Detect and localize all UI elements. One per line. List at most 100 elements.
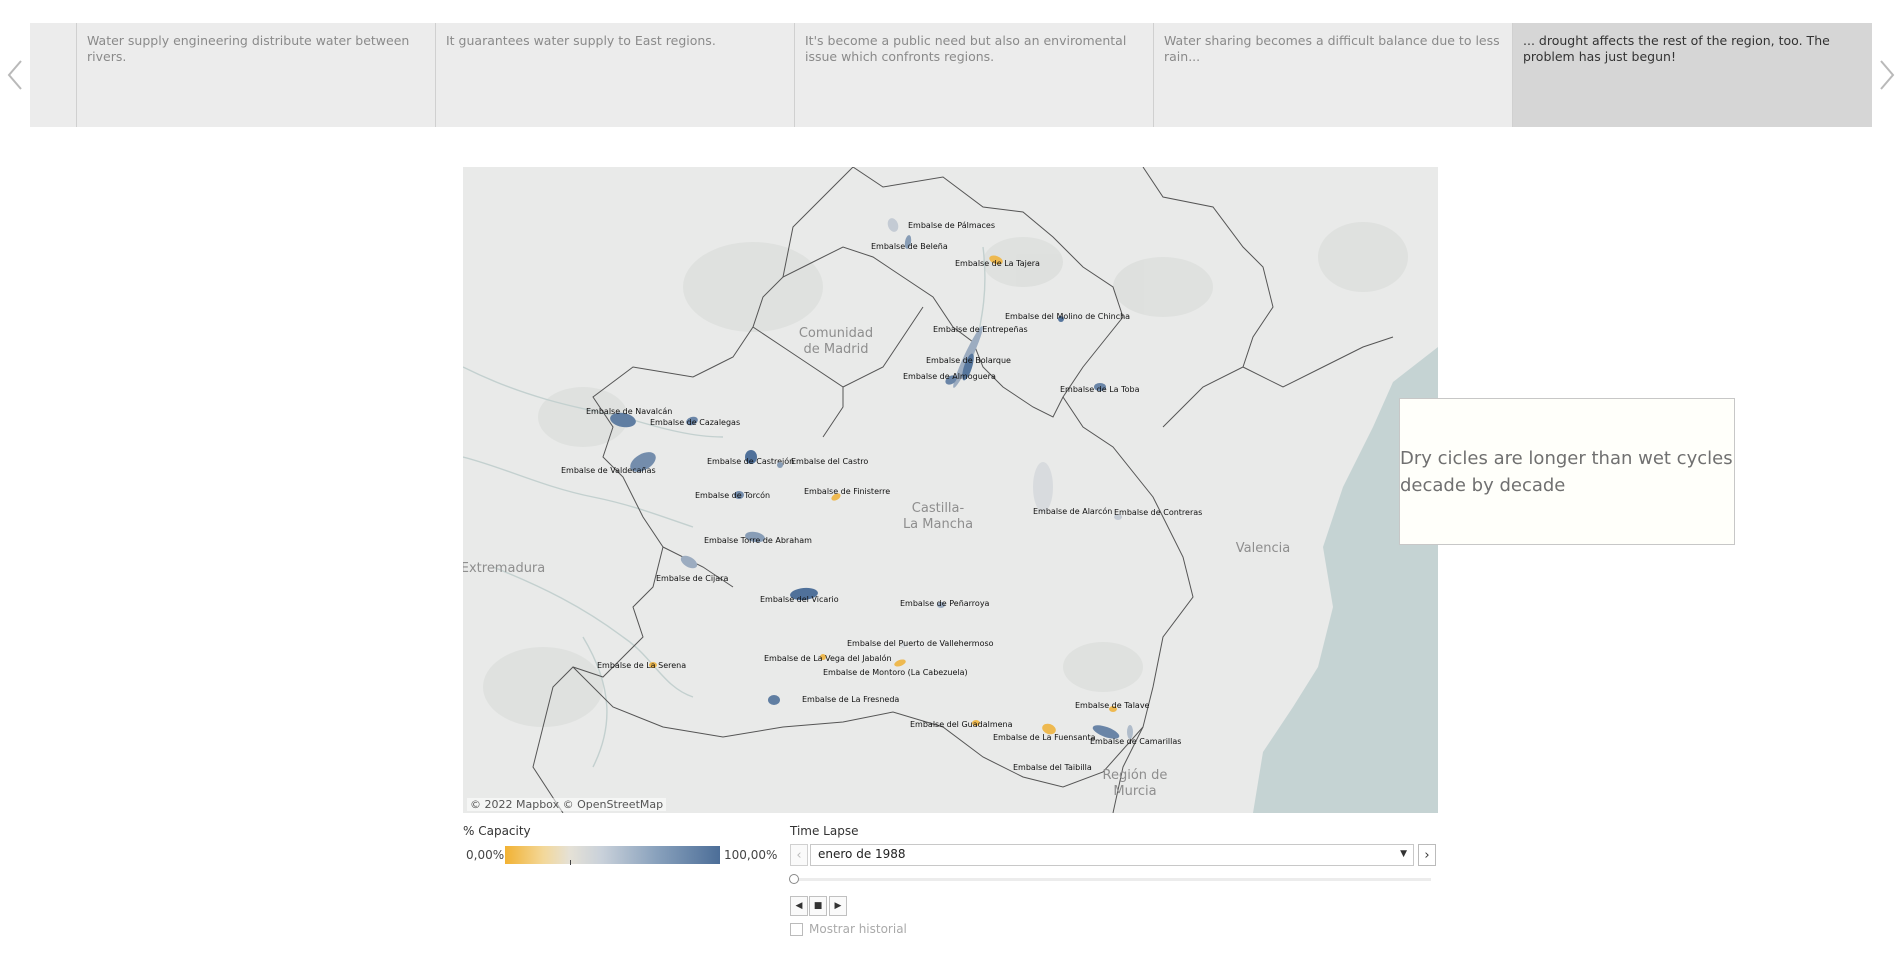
- legend-title: % Capacity: [463, 824, 531, 838]
- reservoir-shape-16[interactable]: [1033, 462, 1053, 512]
- reservoir-label-3: Embalse de La Tajera: [955, 259, 1040, 268]
- region-borders: [532, 167, 1394, 813]
- reservoir-shape-7[interactable]: [944, 374, 958, 387]
- reservoir-label-22: Embalse del Puerto de Vallehermoso: [847, 639, 994, 648]
- reservoir-shape-31[interactable]: [1127, 725, 1133, 739]
- play-forward-button[interactable]: ▶: [829, 896, 847, 916]
- reservoir-label-20: Embalse del Vicario: [760, 595, 839, 604]
- stop-button[interactable]: ■: [809, 896, 827, 916]
- time-lapse-value: enero de 1988: [818, 847, 906, 861]
- reservoir-label-14: Embalse de Torcón: [695, 490, 770, 500]
- reservoir-shape-23[interactable]: [820, 654, 826, 660]
- reservoir-label-17: Embalse de Contreras: [1114, 508, 1202, 517]
- region-label-extremadura: Extremadura: [463, 561, 545, 576]
- reservoir-shape-1[interactable]: [886, 217, 900, 234]
- time-lapse-title: Time Lapse: [790, 824, 859, 838]
- reservoir-label-1: Embalse de Pálmaces: [908, 221, 995, 230]
- reservoir-shape-18[interactable]: [744, 530, 765, 543]
- reservoir-label-16: Embalse de Alarcón: [1033, 506, 1112, 516]
- reservoir-label-8: Embalse de La Toba: [1060, 385, 1140, 394]
- reservoir-shape-12[interactable]: [745, 450, 757, 464]
- reservoir-shape-26[interactable]: [768, 695, 780, 705]
- reservoir-shape-29[interactable]: [1041, 722, 1058, 736]
- reservoir-shape-3[interactable]: [988, 254, 1004, 266]
- story-point-2[interactable]: It guarantees water supply to East regio…: [436, 23, 795, 127]
- region-label-clm-2: La Mancha: [903, 517, 973, 532]
- reservoir-shape-6[interactable]: [960, 352, 976, 381]
- story-prev-arrow[interactable]: [0, 50, 30, 100]
- chevron-left-icon: ‹: [796, 847, 802, 863]
- caret-down-icon: ▼: [1400, 849, 1407, 859]
- story-point-5-active[interactable]: ... drought affects the rest of the regi…: [1513, 23, 1872, 127]
- region-label-murcia-1: Región de: [1103, 768, 1168, 783]
- reservoir-shape-24[interactable]: [893, 658, 906, 668]
- reservoir-label-7: Embalse de Almoguera: [903, 372, 996, 381]
- reservoir-label-10: Embalse de Cazalegas: [650, 418, 740, 427]
- annotation-text: Dry cicles are longer than wet cycles de…: [1400, 447, 1733, 496]
- reservoir-label-4: Embalse del Molino de Chincha: [1005, 312, 1130, 321]
- map-attribution[interactable]: © 2022 Mapbox © OpenStreetMap: [467, 798, 667, 811]
- play-forward-icon: ▶: [834, 901, 842, 911]
- reservoir-label-31: Embalse del Taibilla: [1013, 763, 1092, 772]
- reservoir-label-27: Embalse de Talave: [1075, 701, 1150, 710]
- story-navigator: Water supply engineering distribute wate…: [30, 23, 1872, 127]
- region-label-madrid-2: de Madrid: [803, 342, 868, 357]
- show-history-label: Mostrar historial: [809, 922, 907, 936]
- reservoir-label-13: Embalse del Castro: [791, 457, 868, 466]
- time-slider-track[interactable]: [793, 878, 1431, 881]
- reservoir-shape-9[interactable]: [609, 411, 637, 429]
- reservoir-shape-21[interactable]: [937, 602, 945, 608]
- reservoir-shape-4[interactable]: [1058, 316, 1064, 322]
- reservoir-shape-22[interactable]: [900, 642, 906, 648]
- story-point-4[interactable]: Water sharing becomes a difficult balanc…: [1154, 23, 1513, 127]
- reservoir-label-25: Embalse de La Serena: [597, 661, 686, 670]
- region-label-valencia: Valencia: [1236, 541, 1290, 556]
- legend-max-label: 100,00%: [724, 848, 778, 862]
- region-labels: Comunidad de Madrid Castilla- La Mancha …: [463, 326, 1290, 799]
- time-next-button[interactable]: ›: [1418, 844, 1436, 866]
- reservoir-label-11: Embalse de Valdecañas: [561, 466, 656, 475]
- reservoir-shape-30[interactable]: [1091, 723, 1121, 742]
- reservoir-label-19: Embalse de Cijara: [656, 574, 728, 583]
- reservoir-shape-5[interactable]: [950, 324, 986, 389]
- reservoir-shape-13[interactable]: [777, 462, 783, 468]
- story-point-3[interactable]: It's become a public need but also an en…: [795, 23, 1154, 127]
- reservoir-shape-8[interactable]: [1094, 383, 1106, 391]
- region-label-murcia-2: Murcia: [1113, 784, 1156, 799]
- sea-area: [1253, 347, 1438, 813]
- reservoir-shape-25[interactable]: [649, 662, 657, 668]
- show-history-checkbox[interactable]: [790, 923, 803, 936]
- reservoir-shape-27[interactable]: [1109, 706, 1117, 712]
- reservoir-shape-19[interactable]: [679, 553, 700, 571]
- reservoir-label-28: Embalse del Guadalmena: [910, 720, 1013, 729]
- reservoir-label-30: Embalse de Camarillas: [1090, 737, 1181, 746]
- reservoir-shape-14[interactable]: [734, 491, 744, 499]
- reservoir-shape-2[interactable]: [904, 235, 912, 250]
- reservoir-label-12: Embalse de Castrejón: [707, 456, 794, 466]
- legend-color-ramp: [505, 846, 720, 864]
- reservoir-shape-10[interactable]: [685, 415, 699, 427]
- reservoir-map[interactable]: Comunidad de Madrid Castilla- La Mancha …: [463, 167, 1438, 813]
- chevron-left-icon: [7, 60, 22, 90]
- map-canvas: Comunidad de Madrid Castilla- La Mancha …: [463, 167, 1438, 813]
- time-lapse-select[interactable]: enero de 1988 ▼: [810, 844, 1414, 866]
- time-prev-button[interactable]: ‹: [790, 844, 808, 866]
- story-point-1[interactable]: Water supply engineering distribute wate…: [77, 23, 436, 127]
- reservoir-shape-28[interactable]: [972, 720, 980, 726]
- reservoir-label-15: Embalse de Finisterre: [804, 487, 890, 496]
- play-backward-button[interactable]: ◀: [790, 896, 808, 916]
- reservoir-label-5: Embalse de Entrepeñas: [933, 325, 1028, 334]
- reservoir-shape-20[interactable]: [790, 587, 819, 601]
- reservoir-label-18: Embalse Torre de Abraham: [704, 536, 812, 545]
- chevron-right-icon: [1880, 60, 1895, 90]
- stop-icon: ■: [813, 901, 823, 911]
- reservoir-label-29: Embalse de La Fuensanta: [993, 733, 1096, 742]
- story-point-partial[interactable]: [30, 23, 77, 127]
- reservoir-label-24: Embalse de Montoro (La Cabezuela): [823, 668, 968, 677]
- story-next-arrow[interactable]: [1872, 50, 1901, 100]
- reservoir-shape-11[interactable]: [627, 448, 659, 476]
- time-slider-thumb[interactable]: [789, 874, 799, 884]
- reservoir-shape-17[interactable]: [1114, 514, 1122, 520]
- reservoir-shape-15[interactable]: [830, 492, 842, 502]
- reservoir-label-6: Embalse de Bolarque: [926, 356, 1011, 365]
